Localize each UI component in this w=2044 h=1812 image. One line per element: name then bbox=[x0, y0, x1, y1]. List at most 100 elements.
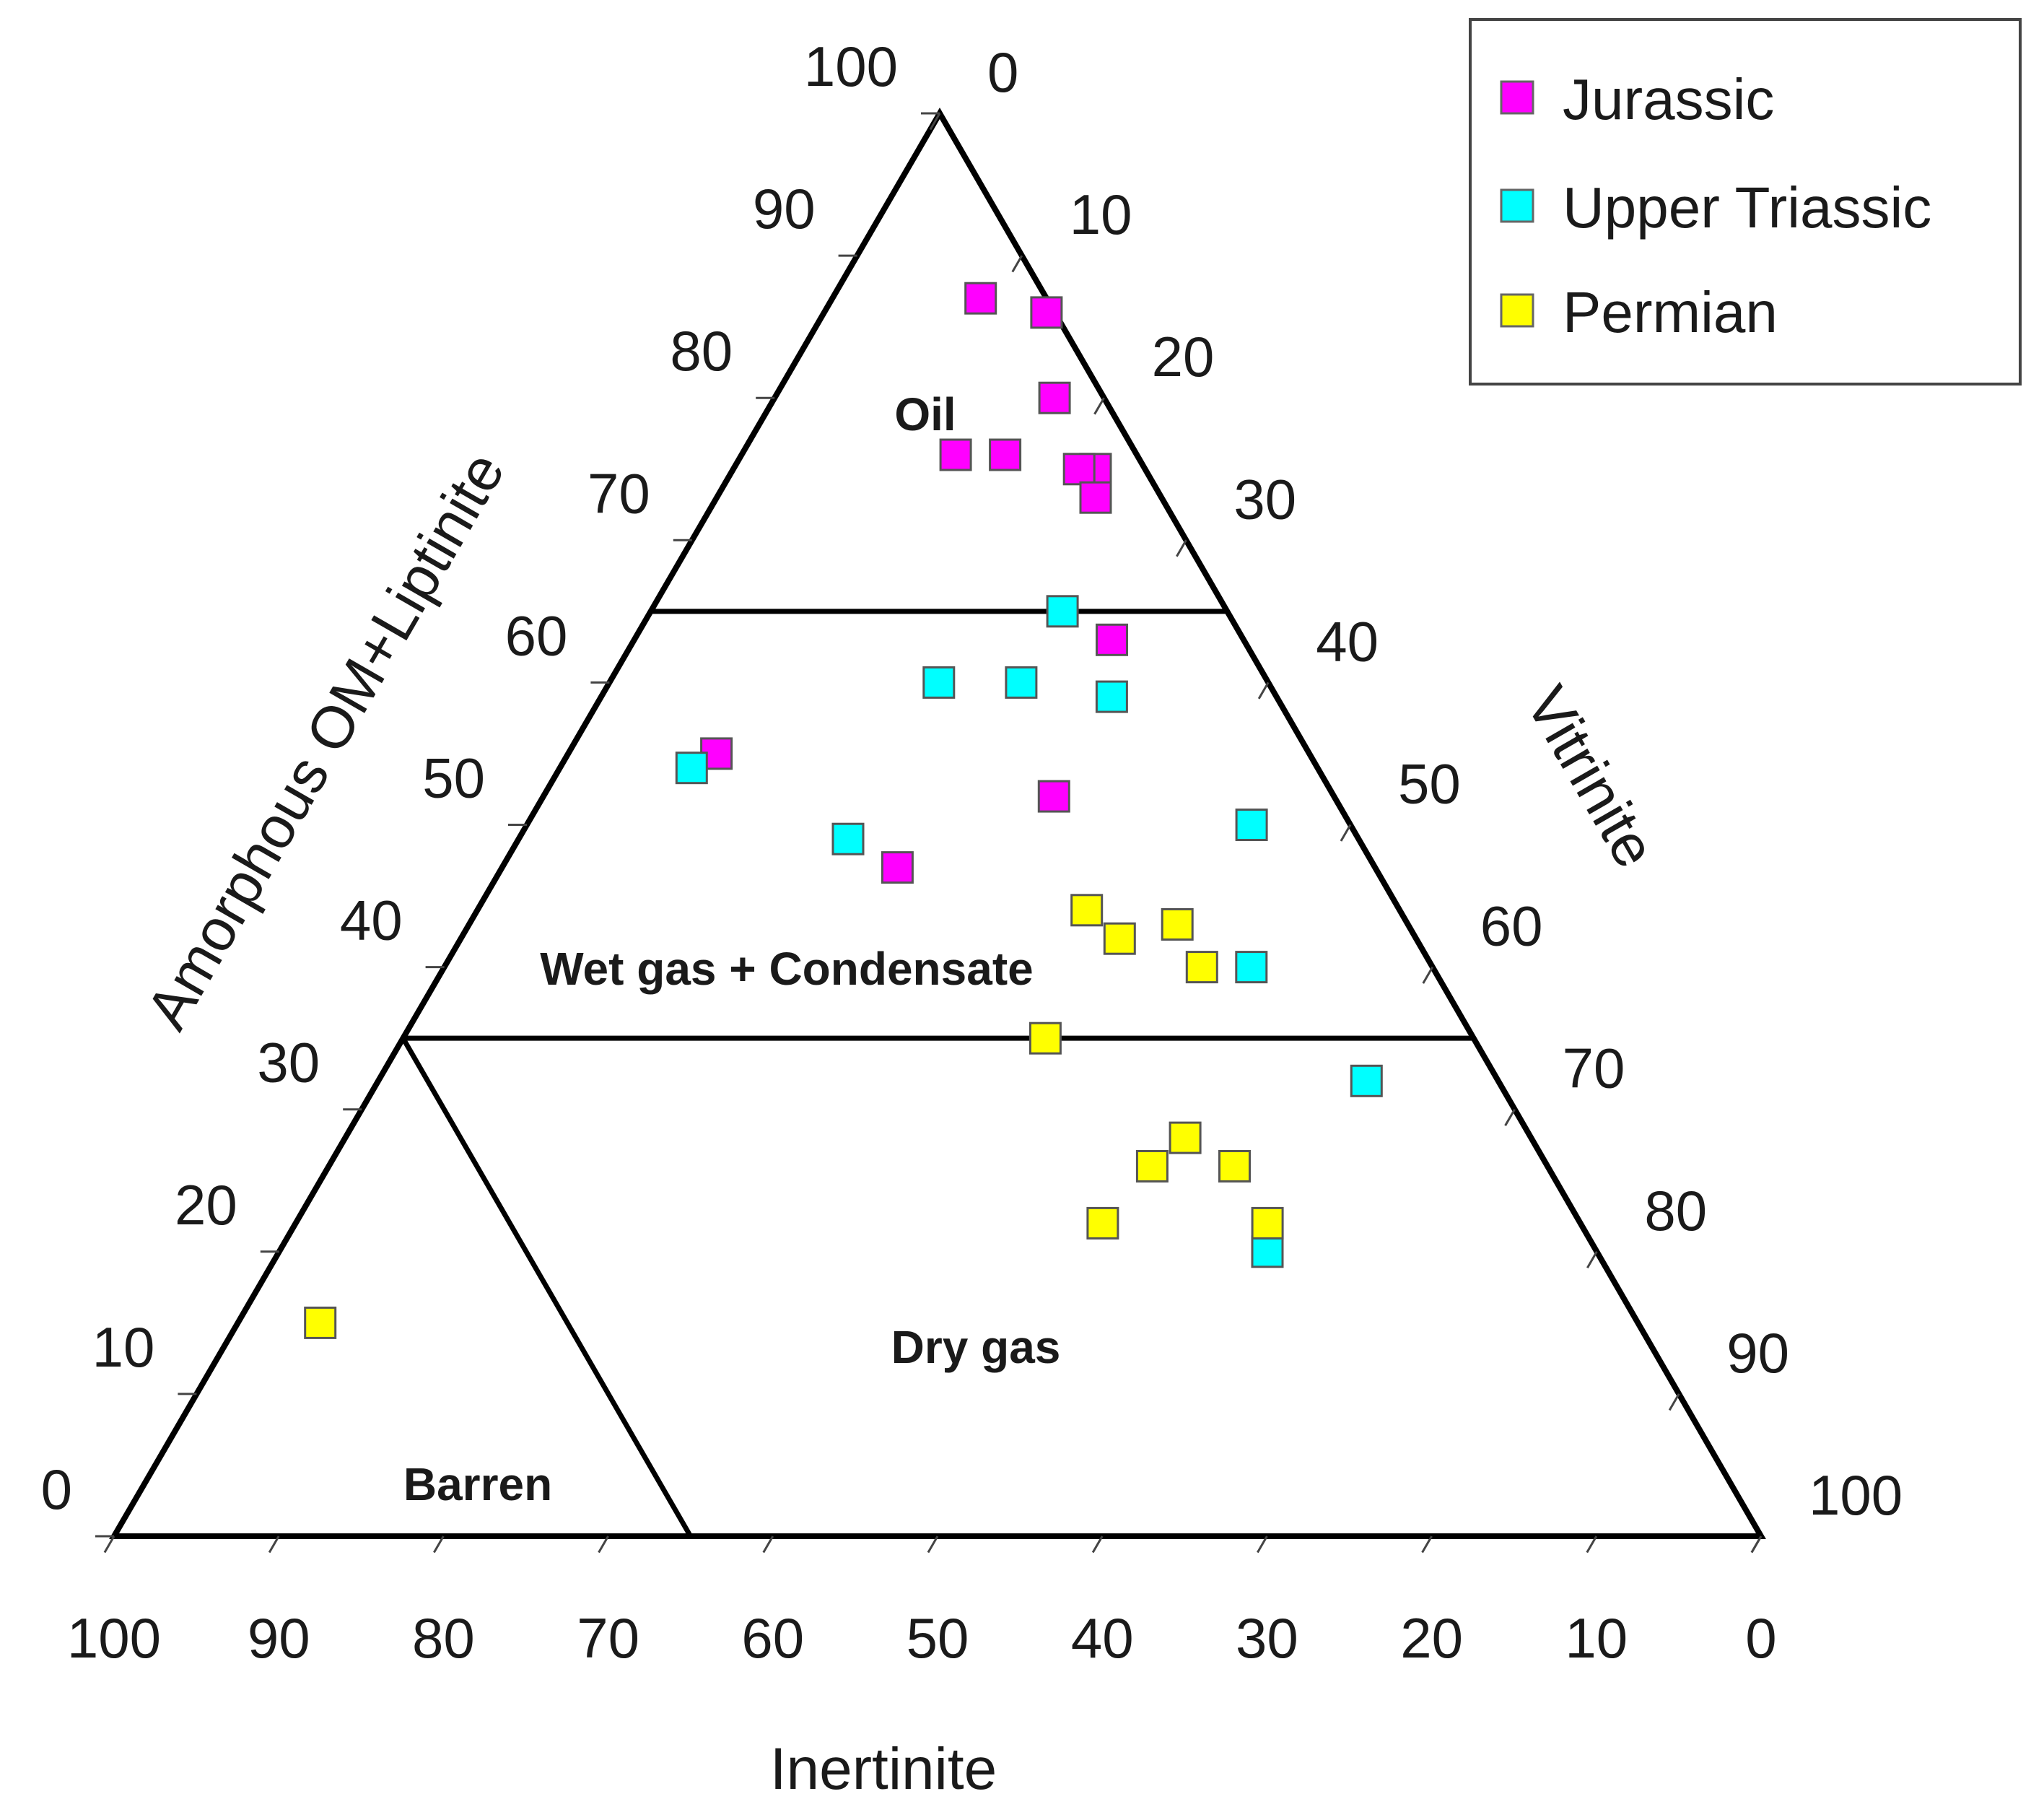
bottom-tick-label-50: 50 bbox=[907, 1606, 969, 1670]
bottom-tick-60 bbox=[762, 1536, 774, 1554]
right-tick-label-0: 0 bbox=[987, 40, 1018, 104]
point-upper-triassic-4 bbox=[1095, 680, 1128, 713]
legend-swatch-jurassic bbox=[1500, 80, 1534, 115]
right-tick-label-50: 50 bbox=[1398, 752, 1461, 816]
bottom-tick-label-40: 40 bbox=[1071, 1606, 1134, 1670]
right-tick-60 bbox=[1422, 966, 1434, 984]
region-label-dry-gas: Dry gas bbox=[891, 1321, 1061, 1373]
point-jurassic-7 bbox=[1062, 453, 1096, 486]
legend-entry-permian: Permian bbox=[1500, 280, 1778, 344]
left-tick-label-30: 30 bbox=[257, 1031, 320, 1094]
left-axis-title: Amorphous OM+Liptinite bbox=[134, 442, 517, 1040]
region-labels: Oil Wet gas + Condensate Dry gas Barren bbox=[403, 388, 1061, 1510]
bottom-axis-title: Inertinite bbox=[770, 1736, 997, 1802]
right-tick-label-80: 80 bbox=[1644, 1179, 1707, 1242]
point-upper-triassic-7 bbox=[1235, 809, 1268, 841]
bottom-tick-90 bbox=[268, 1536, 280, 1554]
right-tick-40 bbox=[1257, 681, 1270, 700]
right-axis-title: Vitrinite bbox=[1513, 676, 1668, 879]
region-label-barren: Barren bbox=[403, 1458, 552, 1510]
left-tick-label-20: 20 bbox=[175, 1173, 237, 1237]
point-permian-6 bbox=[1169, 1121, 1202, 1154]
right-tick-label-30: 30 bbox=[1233, 467, 1296, 531]
boundary-barren bbox=[401, 1037, 693, 1538]
bottom-tick-70 bbox=[598, 1536, 609, 1554]
point-jurassic-11 bbox=[1037, 780, 1070, 813]
point-permian-2 bbox=[1103, 922, 1136, 955]
bottom-tick-100 bbox=[103, 1536, 115, 1554]
point-permian-7 bbox=[1135, 1150, 1169, 1182]
bottom-tick-10 bbox=[1586, 1536, 1598, 1554]
point-upper-triassic-1 bbox=[1046, 595, 1079, 628]
right-tick-label-20: 20 bbox=[1152, 325, 1215, 388]
point-upper-triassic-3 bbox=[1005, 666, 1038, 699]
right-tick-20 bbox=[1093, 397, 1105, 415]
left-tick-label-50: 50 bbox=[422, 746, 485, 810]
point-upper-triassic-5 bbox=[675, 752, 708, 785]
right-tick-50 bbox=[1340, 824, 1352, 842]
right-tick-label-10: 10 bbox=[1070, 183, 1132, 246]
point-jurassic-1 bbox=[1030, 296, 1063, 329]
point-upper-triassic-6 bbox=[831, 822, 865, 855]
legend-label-permian: Permian bbox=[1563, 280, 1778, 344]
point-jurassic-3 bbox=[1038, 381, 1071, 414]
right-tick-10 bbox=[1011, 255, 1023, 273]
left-tick-label-10: 10 bbox=[92, 1315, 155, 1379]
point-upper-triassic-10 bbox=[1251, 1235, 1284, 1268]
point-permian-4 bbox=[1185, 951, 1218, 984]
point-permian-3 bbox=[1161, 908, 1194, 941]
right-tick-70 bbox=[1504, 1108, 1516, 1126]
bottom-tick-label-30: 30 bbox=[1236, 1606, 1298, 1670]
right-tick-label-100: 100 bbox=[1809, 1463, 1903, 1527]
bottom-tick-label-70: 70 bbox=[577, 1606, 639, 1670]
right-tick-label-60: 60 bbox=[1480, 894, 1543, 958]
point-upper-triassic-8 bbox=[1235, 951, 1268, 984]
point-permian-9 bbox=[1086, 1206, 1119, 1240]
left-tick-label-100: 100 bbox=[804, 35, 898, 98]
point-jurassic-5 bbox=[989, 438, 1022, 471]
left-tick-label-0: 0 bbox=[41, 1458, 72, 1521]
point-permian-5 bbox=[1028, 1022, 1062, 1055]
legend-label-upper-triassic: Upper Triassic bbox=[1563, 175, 1931, 240]
right-tick-80 bbox=[1586, 1251, 1598, 1269]
left-tick-label-40: 40 bbox=[340, 889, 403, 952]
point-upper-triassic-2 bbox=[922, 666, 956, 699]
right-tick-90 bbox=[1668, 1393, 1680, 1411]
left-tick-label-80: 80 bbox=[670, 319, 733, 383]
point-jurassic-2 bbox=[964, 282, 997, 315]
point-jurassic-9 bbox=[1096, 623, 1128, 656]
legend-swatch-permian bbox=[1500, 293, 1534, 328]
bottom-tick-label-90: 90 bbox=[248, 1606, 310, 1670]
bottom-tick-label-20: 20 bbox=[1400, 1606, 1463, 1670]
bottom-tick-label-80: 80 bbox=[412, 1606, 475, 1670]
bottom-tick-30 bbox=[1257, 1536, 1268, 1554]
legend-swatch-upper-triassic bbox=[1500, 188, 1534, 223]
point-jurassic-12 bbox=[881, 851, 914, 884]
region-label-oil: Oil bbox=[894, 388, 956, 440]
right-tick-0 bbox=[929, 113, 941, 131]
point-permian-11 bbox=[304, 1306, 337, 1339]
region-label-wet-gas-condensate: Wet gas + Condensate bbox=[540, 943, 1033, 995]
legend: Jurassic Upper Triassic Permian bbox=[1469, 18, 2022, 386]
point-jurassic-8 bbox=[1079, 481, 1112, 514]
right-tick-30 bbox=[1176, 539, 1187, 557]
point-permian-1 bbox=[1070, 894, 1104, 927]
left-tick-label-60: 60 bbox=[505, 604, 568, 667]
point-upper-triassic-9 bbox=[1350, 1064, 1383, 1097]
legend-box bbox=[1469, 18, 2022, 386]
right-tick-label-40: 40 bbox=[1316, 609, 1379, 673]
bottom-tick-label-0: 0 bbox=[1745, 1606, 1776, 1670]
bottom-tick-80 bbox=[433, 1536, 445, 1554]
point-permian-8 bbox=[1218, 1150, 1251, 1182]
bottom-tick-40 bbox=[1091, 1536, 1104, 1554]
left-tick-label-70: 70 bbox=[588, 461, 650, 525]
point-permian-10 bbox=[1251, 1206, 1284, 1240]
legend-label-jurassic: Jurassic bbox=[1563, 67, 1774, 131]
legend-entry-jurassic: Jurassic bbox=[1500, 67, 1774, 131]
bottom-tick-0 bbox=[1750, 1536, 1763, 1554]
bottom-tick-label-10: 10 bbox=[1565, 1606, 1628, 1670]
point-jurassic-6 bbox=[939, 438, 972, 471]
left-tick-label-90: 90 bbox=[753, 177, 816, 240]
